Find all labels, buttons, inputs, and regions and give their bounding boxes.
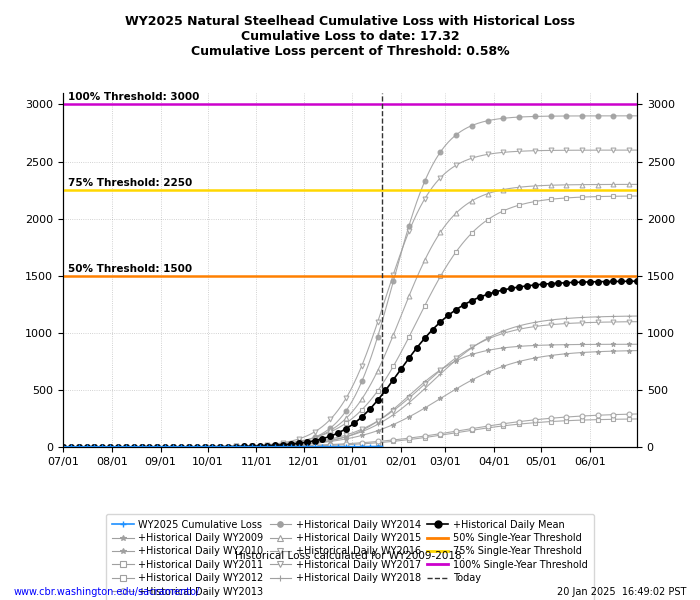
Text: 50% Threshold: 1500: 50% Threshold: 1500 [68,264,192,274]
Legend: WY2025 Cumulative Loss, +Historical Daily WY2009, +Historical Daily WY2010, +His: WY2025 Cumulative Loss, +Historical Dail… [106,514,594,600]
Text: www.cbr.washington.edu/sacramento/: www.cbr.washington.edu/sacramento/ [14,587,200,597]
Text: Historical Loss calculated for WY2009-2018.: Historical Loss calculated for WY2009-20… [235,551,465,561]
Text: WY2025 Natural Steelhead Cumulative Loss with Historical Loss
Cumulative Loss to: WY2025 Natural Steelhead Cumulative Loss… [125,15,575,58]
Text: 20 Jan 2025  16:49:02 PST: 20 Jan 2025 16:49:02 PST [556,587,686,597]
Text: 100% Threshold: 3000: 100% Threshold: 3000 [68,92,199,103]
Text: 75% Threshold: 2250: 75% Threshold: 2250 [68,178,192,188]
